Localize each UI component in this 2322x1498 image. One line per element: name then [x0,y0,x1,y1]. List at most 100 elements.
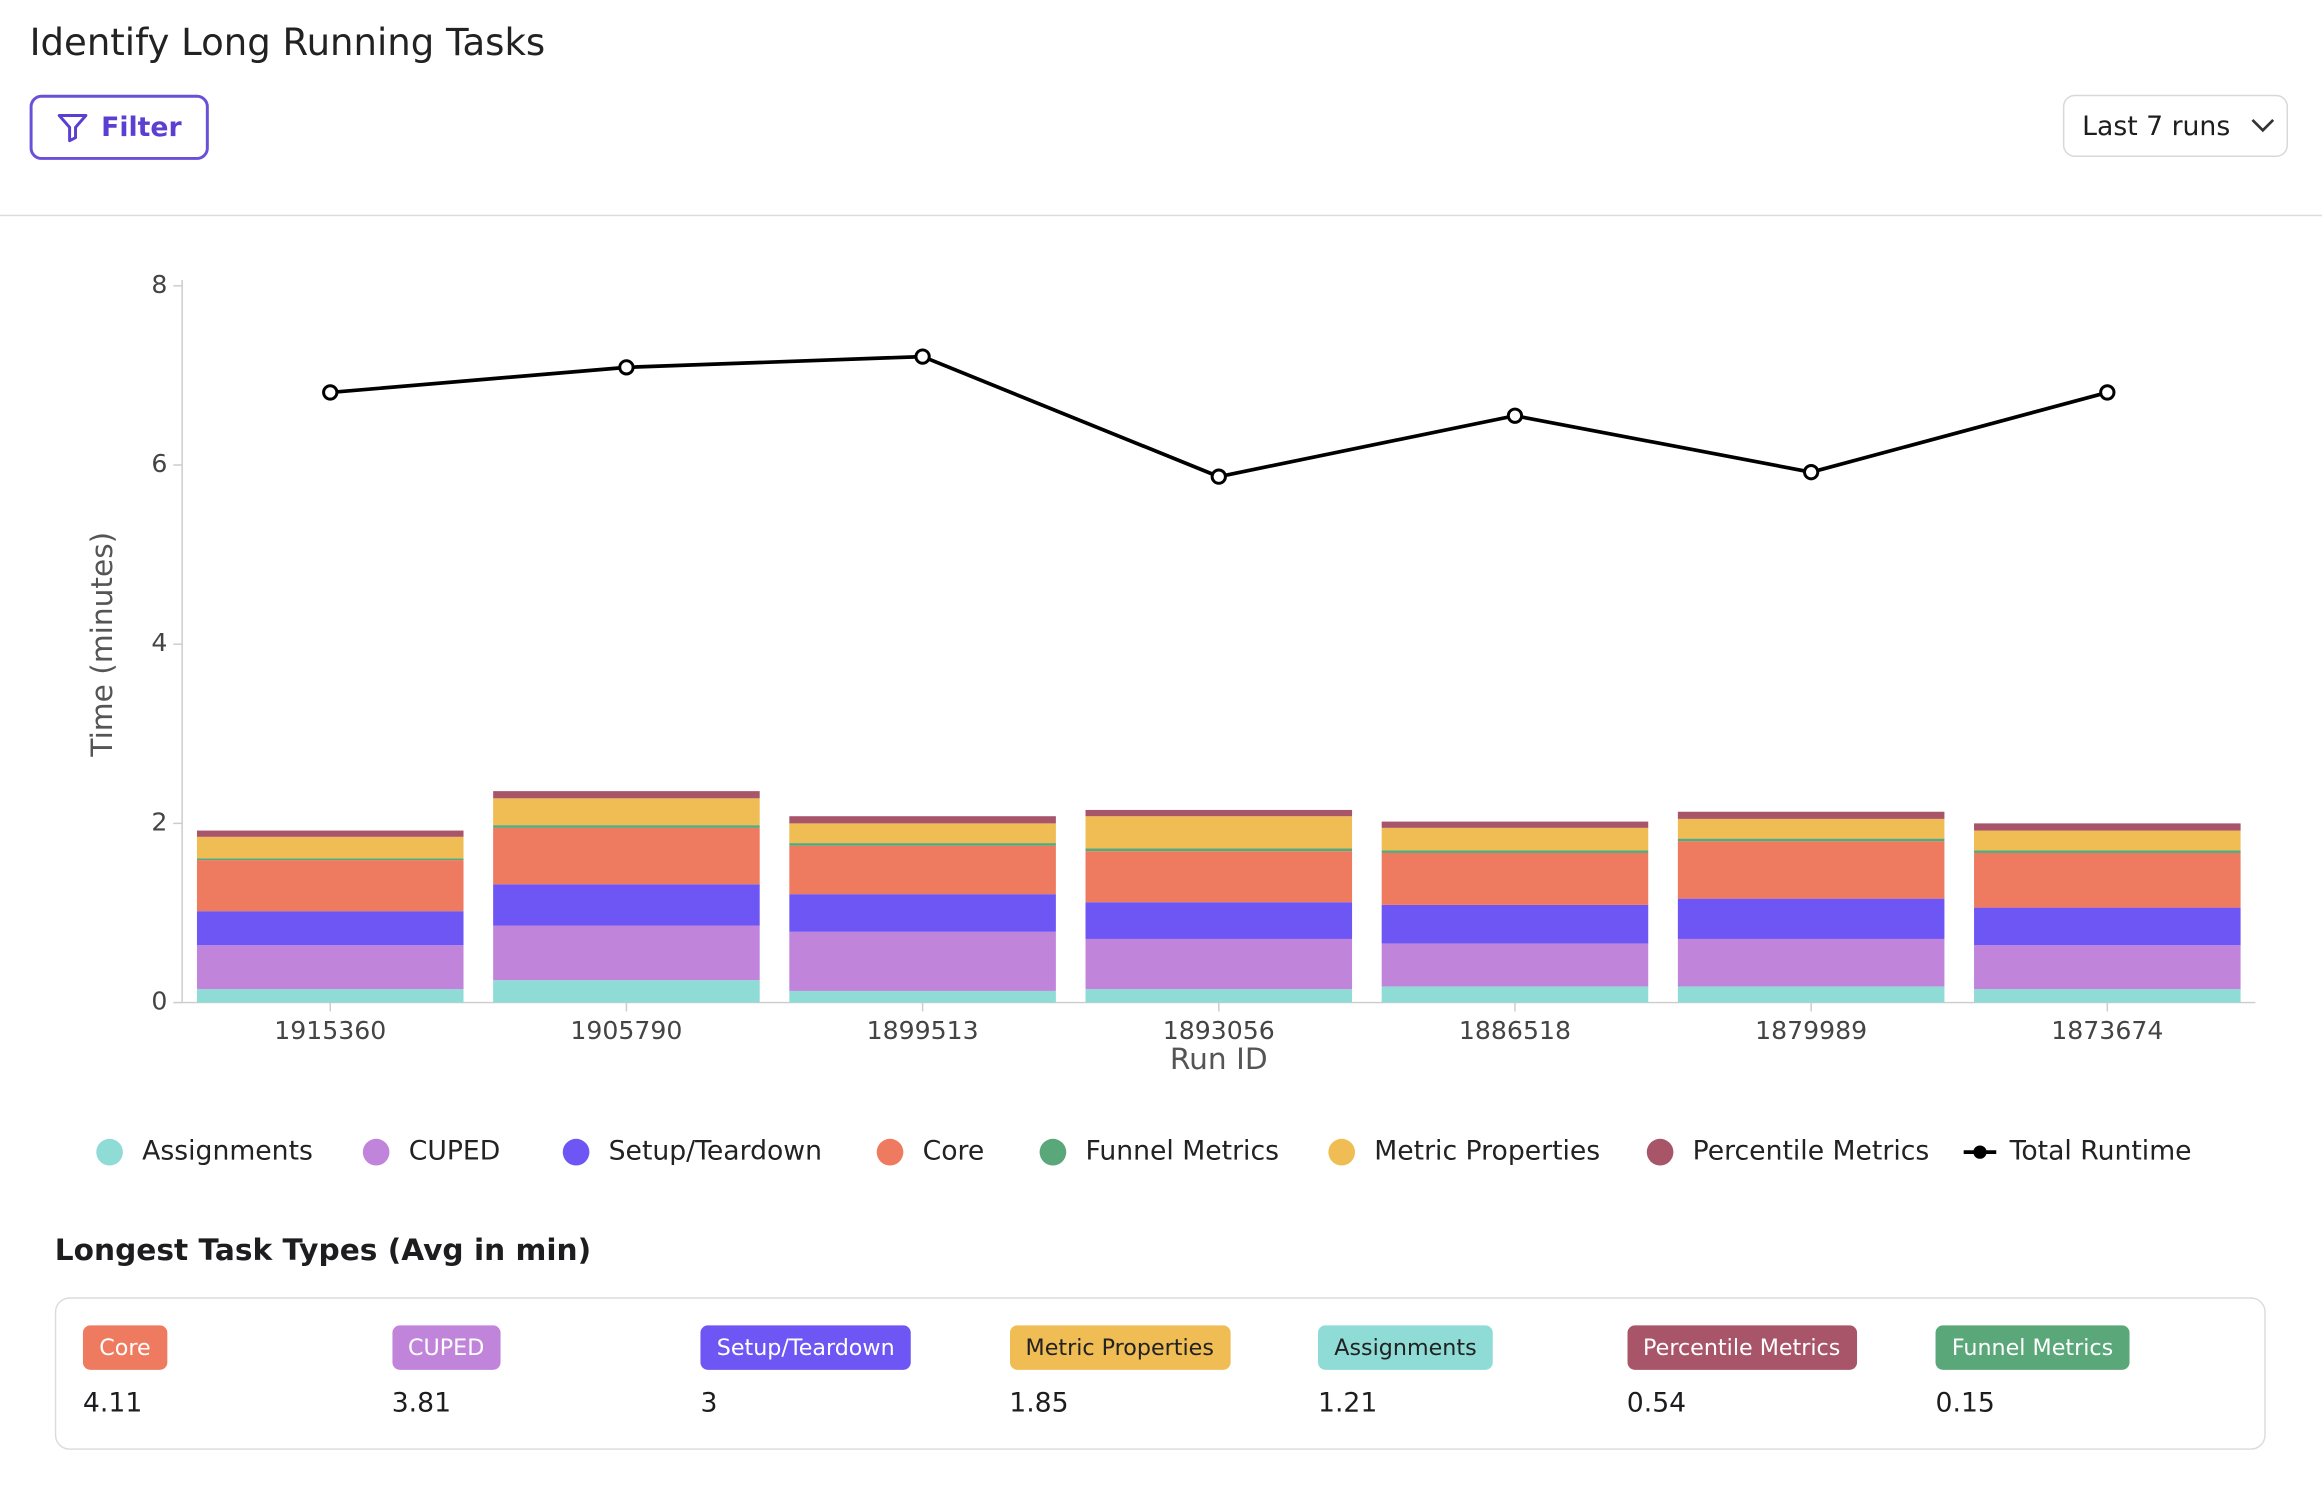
task-badge: Percentile Metrics [1626,1325,1857,1370]
summary-item: Setup/Teardown 3 [700,1325,911,1419]
legend-label: Metric Properties [1374,1136,1600,1167]
summary-item: Assignments 1.21 [1318,1325,1493,1419]
bar-segment [493,980,760,1003]
bar-segment [493,925,760,981]
line-point [1210,468,1227,485]
range-label: Last 7 runs [2082,110,2231,142]
summary-item: Percentile Metrics 0.54 [1626,1325,1857,1419]
bar-segment [1381,850,1649,853]
bar-segment [1085,938,1353,990]
bar-segment [1381,827,1649,851]
summary-title: Longest Task Types (Avg in min) [54,1232,592,1268]
filter-button[interactable]: Filter [29,94,209,160]
bar-segment [1085,816,1353,849]
task-value: 1.21 [1318,1387,1378,1419]
legend-label: Total Runtime [2009,1136,2192,1167]
chart: Time (minutes) Run ID 0 2 4 6 8 1915360 190579… [85,270,2256,1167]
bar-segment [789,823,1056,844]
x-tick-label: 1873674 [2051,1016,2163,1045]
x-tick-label: 1879989 [1755,1016,1867,1045]
bar-segment [196,860,464,912]
bar-segment [493,827,760,885]
task-badge: Assignments [1318,1325,1493,1370]
bar-segment [1085,848,1353,852]
task-value: 1.85 [1009,1387,1069,1419]
legend-label: Percentile Metrics [1693,1136,1930,1167]
y-tick-label: 2 [151,807,167,836]
line-point [322,384,339,401]
bar-segment [1381,821,1649,828]
filter-icon [58,114,88,143]
bar-segment [493,791,760,799]
task-value: 3.81 [391,1387,452,1419]
legend-swatch [876,1138,904,1166]
bar-segment [1974,852,2241,908]
bar-segment [1677,818,1945,839]
bar-segment [1085,989,1353,1003]
divider [0,214,2322,217]
bar-segment [789,843,1056,846]
bar-segment [493,798,760,826]
legend-label: Setup/Teardown [609,1136,822,1167]
x-tick-label: 1899513 [867,1016,979,1045]
bar-segment [196,858,464,861]
legend-label: Funnel Metrics [1085,1136,1278,1167]
line-point [1802,464,1820,481]
bar-segment [1381,852,1649,905]
summary-item: Core 4.11 [82,1325,167,1419]
summary-item: CUPED 3.81 [391,1325,501,1419]
bar-segment [1677,938,1945,987]
x-tick-label: 1893056 [1163,1016,1275,1045]
bar-segment [789,845,1056,895]
bar-segment [789,894,1056,932]
line-point [914,348,931,365]
bar-segment [1677,811,1945,819]
legend-swatch [96,1138,123,1166]
range-select[interactable]: Last 7 runs [2062,94,2288,157]
task-badge: Setup/Teardown [700,1325,911,1370]
bar-segment [789,990,1056,1003]
task-badge: Core [82,1325,167,1370]
y-tick-label: 0 [151,987,167,1016]
bar-segment [1974,830,2241,851]
chevron-icon [2251,119,2275,133]
bar-segment [1677,898,1945,939]
bar-segment [1677,841,1945,899]
filter-label: Filter [101,111,182,143]
bar-segment [1381,943,1649,987]
task-badge: Metric Properties [1009,1325,1231,1370]
bar-segment [196,836,464,859]
bar-segment [789,816,1056,824]
y-tick-label: 8 [151,270,167,299]
bar-segment [196,830,464,837]
line-point [1506,407,1524,424]
bar-segment [1974,945,2241,990]
x-tick-label: 1886518 [1459,1016,1571,1045]
bar-segment [1677,838,1945,842]
task-badge: CUPED [391,1325,501,1370]
bar-segment [1677,986,1945,1003]
bar-segment [1974,823,2241,831]
bar-segment [493,884,760,926]
bar-segment [493,825,760,828]
summary-box: Core 4.11 CUPED 3.81 Setup/Teardown 3 Metric P… [54,1297,2266,1450]
legend-label: Core [923,1136,985,1167]
legend-swatch [1039,1138,1067,1166]
line [330,354,2108,479]
bar-segment [1085,902,1353,939]
legend-label: Assignments [142,1136,313,1167]
bar-segment [1381,986,1649,1003]
task-value: 0.54 [1626,1387,1687,1419]
x-tick-label: 1915360 [274,1016,386,1045]
legend-swatch [362,1138,390,1166]
x-axis-label: Run ID [1170,1042,1268,1076]
task-value: 3 [700,1387,718,1419]
bar-segment [196,989,464,1003]
task-value: 4.11 [82,1387,143,1419]
legend-swatch [562,1138,590,1166]
bar-segment [196,911,464,946]
summary-item: Metric Properties 1.85 [1009,1325,1231,1419]
task-badge: Funnel Metrics [1935,1325,2130,1370]
legend-swatch [1973,1145,1987,1159]
